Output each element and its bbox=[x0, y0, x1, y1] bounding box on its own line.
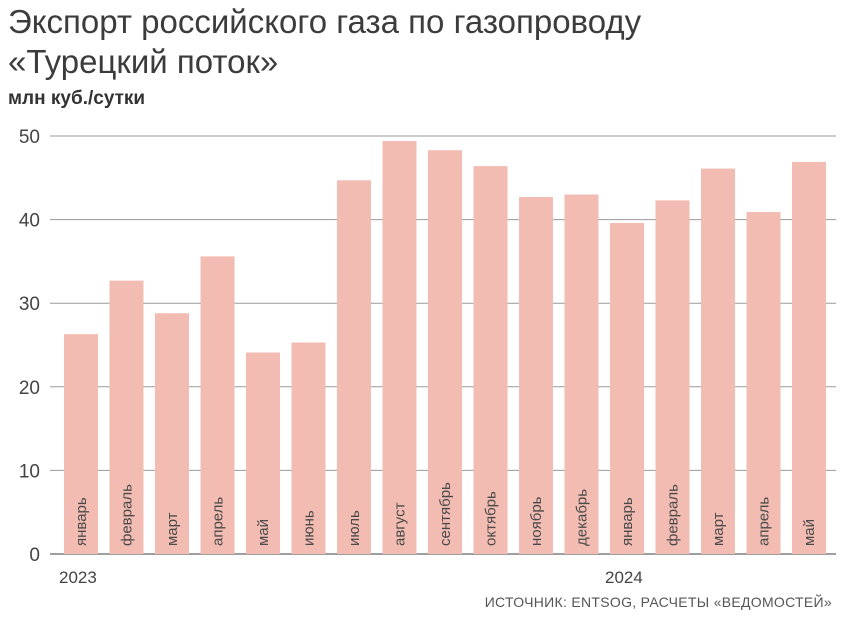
bar bbox=[200, 256, 235, 554]
chart-title: Экспорт российского газа по газопроводу … bbox=[8, 3, 642, 80]
x-category-label: январь bbox=[619, 497, 636, 546]
x-category-label: февраль bbox=[665, 484, 682, 546]
x-category-label: апрель bbox=[210, 497, 227, 546]
x-category-label: июнь bbox=[301, 510, 318, 546]
x-category-label: апрель bbox=[756, 497, 773, 546]
bar bbox=[473, 166, 508, 554]
x-category-label: август bbox=[392, 502, 409, 546]
y-axis-units: млн куб./сутки bbox=[8, 88, 146, 109]
x-category-label: июль bbox=[346, 510, 363, 546]
bar bbox=[382, 141, 417, 555]
y-tick-label: 30 bbox=[19, 294, 40, 315]
bar bbox=[701, 168, 735, 554]
bar bbox=[519, 197, 553, 554]
x-category-label: февраль bbox=[119, 484, 136, 546]
y-tick-label: 50 bbox=[19, 127, 40, 148]
bar bbox=[155, 313, 189, 554]
bar bbox=[564, 194, 599, 554]
bar bbox=[655, 200, 690, 554]
x-category-label: сентябрь bbox=[437, 482, 454, 546]
bar bbox=[746, 212, 781, 555]
x-category-label: декабрь bbox=[574, 489, 591, 546]
x-year-label: 2024 bbox=[605, 568, 643, 587]
y-tick-label: 10 bbox=[19, 461, 40, 482]
bar bbox=[109, 280, 144, 554]
bar bbox=[428, 150, 462, 554]
bar bbox=[64, 334, 98, 554]
x-category-label: май bbox=[255, 519, 272, 546]
x-category-label: март bbox=[164, 512, 181, 546]
bar bbox=[337, 180, 371, 555]
x-category-label: октябрь bbox=[483, 491, 500, 546]
x-category-label: ноябрь bbox=[528, 496, 545, 546]
x-category-label: март bbox=[710, 512, 727, 546]
y-tick-label: 0 bbox=[29, 545, 40, 566]
x-category-label: январь bbox=[73, 497, 90, 546]
bar bbox=[610, 222, 644, 554]
x-year-label: 2023 bbox=[59, 568, 97, 587]
y-tick-label: 20 bbox=[19, 378, 40, 399]
source-note: ИСТОЧНИК: ENTSOG, РАСЧЕТЫ «ВЕДОМОСТЕЙ» bbox=[484, 594, 832, 610]
y-tick-label: 40 bbox=[19, 211, 40, 232]
bar bbox=[291, 342, 326, 554]
x-category-label: май bbox=[801, 519, 818, 546]
bar bbox=[246, 352, 280, 554]
bar bbox=[792, 161, 826, 554]
